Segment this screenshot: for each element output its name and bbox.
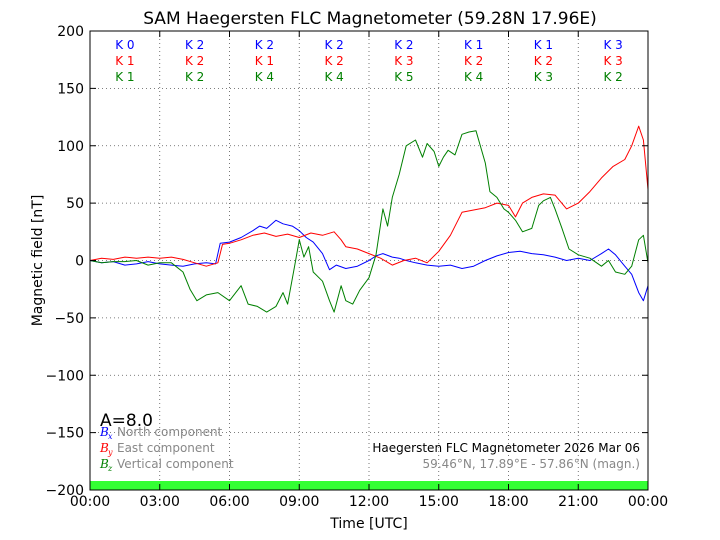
k-index-label: K 2 bbox=[603, 70, 622, 84]
k-index-label: K 2 bbox=[185, 38, 204, 52]
x-tick-label: 15:00 bbox=[419, 494, 459, 510]
x-tick-label: 12:00 bbox=[349, 494, 389, 510]
y-axis-title: Magnetic field [nT] bbox=[30, 195, 46, 327]
series-line bbox=[89, 219, 649, 302]
legend-symbol: B bbox=[99, 457, 109, 471]
k-index-label: K 1 bbox=[534, 38, 553, 52]
grid bbox=[90, 31, 648, 490]
legend-symbol-subscript: y bbox=[107, 448, 113, 457]
legend-symbol: B bbox=[99, 425, 109, 439]
x-tick-label: 00:00 bbox=[70, 494, 110, 510]
y-tick-label: −200 bbox=[46, 483, 84, 499]
k-index-label: K 3 bbox=[394, 54, 413, 68]
y-tick-label: −150 bbox=[46, 426, 84, 442]
y-tick-label: 150 bbox=[57, 81, 84, 97]
k-index-label: K 3 bbox=[603, 54, 622, 68]
k-index-label: K 4 bbox=[255, 70, 274, 84]
y-tick-label: 50 bbox=[66, 196, 84, 212]
k-index-label: K 2 bbox=[534, 54, 553, 68]
y-tick-label: −50 bbox=[54, 311, 84, 327]
x-tick-label: 03:00 bbox=[140, 494, 180, 510]
x-axis-title: Time [UTC] bbox=[329, 516, 407, 532]
axis-ticks: 00:00 03:00 06:00 09:00 12:00 15:00 18:00 21:00… bbox=[46, 24, 669, 510]
legend-label: North component bbox=[117, 425, 223, 439]
y-tick-label: 100 bbox=[57, 139, 84, 155]
k-index-label: K 2 bbox=[185, 70, 204, 84]
legend-label: East component bbox=[117, 441, 215, 455]
k-index-label: K 2 bbox=[255, 38, 274, 52]
k-index-label: K 2 bbox=[185, 54, 204, 68]
y-tick-label: −100 bbox=[46, 368, 84, 384]
k-index-label: K 3 bbox=[603, 38, 622, 52]
series-line bbox=[89, 130, 649, 313]
activity-index: A=8.0 bbox=[100, 411, 153, 431]
k-index-label: K 1 bbox=[115, 70, 134, 84]
series-lines bbox=[89, 125, 649, 313]
k-index-label: K 3 bbox=[534, 70, 553, 84]
k-index-label: K 4 bbox=[464, 70, 483, 84]
series-line bbox=[89, 125, 649, 267]
y-tick-label: 0 bbox=[75, 254, 84, 270]
k-index-label: K 4 bbox=[324, 70, 343, 84]
legend-symbol-subscript: x bbox=[108, 432, 113, 441]
k-index-label: K 0 bbox=[115, 38, 134, 52]
k-index-label: K 1 bbox=[255, 54, 274, 68]
k-index-label: K 5 bbox=[394, 70, 413, 84]
station-info-coordinates: 59.46°N, 17.89°E - 57.86°N (magn.) bbox=[423, 457, 640, 471]
x-tick-label: 18:00 bbox=[488, 494, 528, 510]
legend-symbol: B bbox=[99, 441, 109, 455]
x-tick-label: 00:00 bbox=[628, 494, 668, 510]
station-info-title: Haegersten FLC Magnetometer 2026 Mar 06 bbox=[372, 441, 640, 455]
k-index-label: K 1 bbox=[115, 54, 134, 68]
y-tick-label: 200 bbox=[57, 24, 84, 40]
x-tick-label: 21:00 bbox=[558, 494, 598, 510]
k-indices: K 0 K 2 K 2 K 2 K 2 K 1 K 1 K 3 K 1 K 2 K 1 K 2 K 3 K… bbox=[115, 38, 623, 84]
k-index-label: K 2 bbox=[324, 38, 343, 52]
x-tick-label: 06:00 bbox=[209, 494, 249, 510]
k-index-label: K 2 bbox=[324, 54, 343, 68]
chart-title: SAM Haegersten FLC Magnetometer (59.28N … bbox=[143, 9, 597, 29]
legend-symbol-subscript: z bbox=[107, 464, 113, 473]
x-tick-label: 09:00 bbox=[279, 494, 319, 510]
k-index-label: K 2 bbox=[464, 54, 483, 68]
legend-label: Vertical component bbox=[117, 457, 234, 471]
k-index-label: K 1 bbox=[464, 38, 483, 52]
k-index-label: K 2 bbox=[394, 38, 413, 52]
